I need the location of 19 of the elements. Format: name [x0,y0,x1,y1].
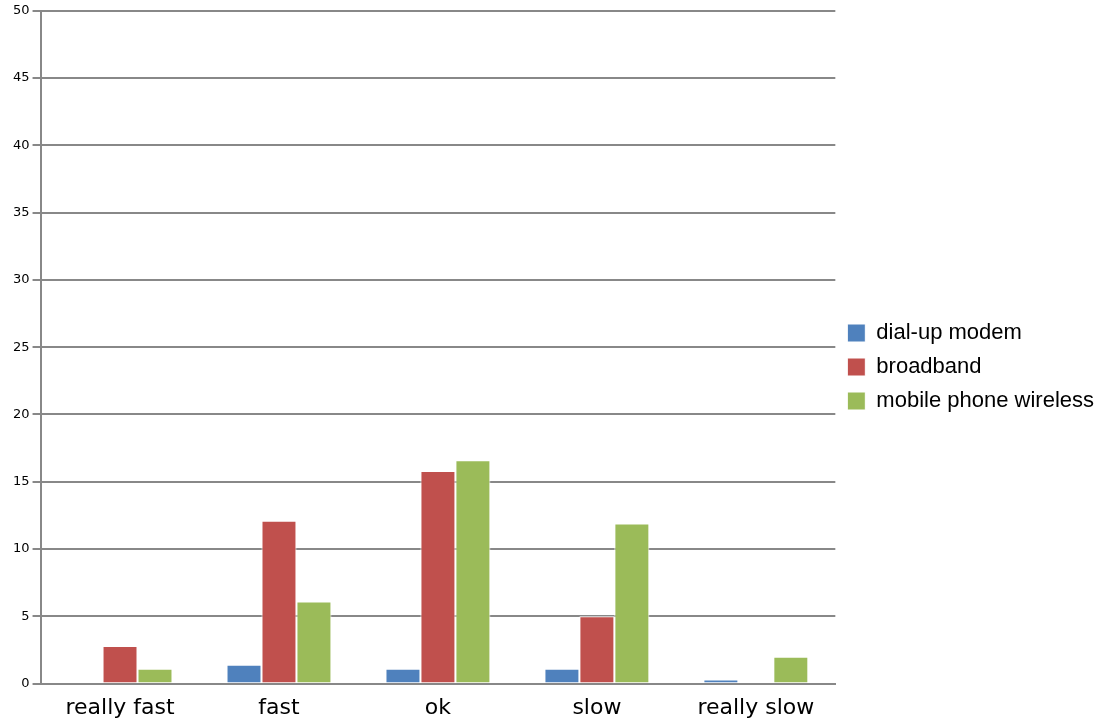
x-tick-label: really fast [65,693,175,719]
x-tick-label: ok [424,693,452,719]
y-tick-label: 30 [13,271,30,287]
y-tick-label: 20 [13,405,30,421]
legend-label: mobile phone wireless [876,387,1094,413]
y-tick-label: 40 [13,136,30,152]
y-tick-label: 5 [21,607,30,623]
y-tick-label: 35 [13,204,30,220]
x-tick-label: fast [258,693,300,719]
y-tick-label: 15 [13,473,30,489]
y-tick-label: 10 [13,540,30,556]
x-tick-label: slow [572,693,622,719]
y-tick-label: 45 [13,69,30,85]
legend-label: dial-up modem [876,319,1022,345]
legend-label: broadband [876,353,982,379]
y-tick-label: 0 [21,674,30,690]
y-tick-label: 25 [13,338,30,354]
x-tick-label: really slow [697,693,815,719]
y-tick-label: 50 [13,2,30,18]
